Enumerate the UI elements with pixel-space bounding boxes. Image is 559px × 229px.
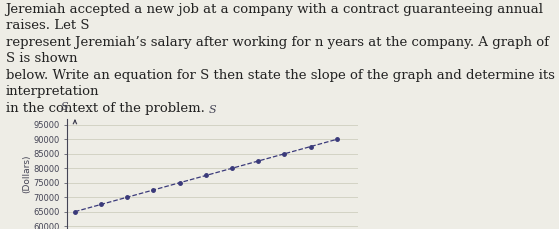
- Text: S: S: [60, 103, 68, 112]
- Text: S: S: [209, 105, 216, 115]
- Text: Jeremiah accepted a new job at a company with a contract guaranteeing annual rai: Jeremiah accepted a new job at a company…: [6, 3, 555, 114]
- Y-axis label: (Dollars): (Dollars): [23, 155, 32, 193]
